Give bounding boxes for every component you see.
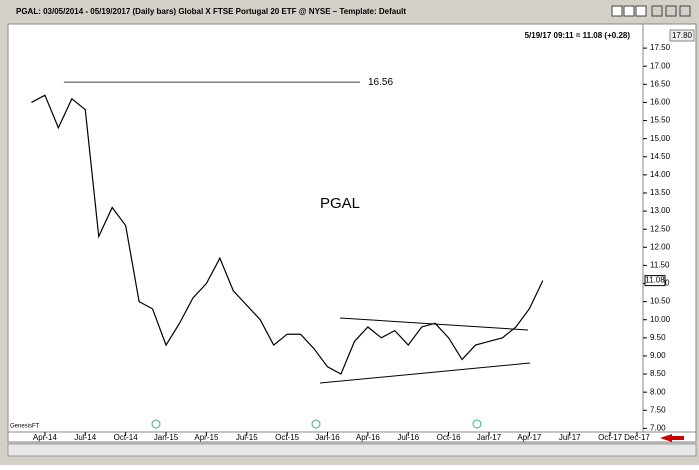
button[interactable]	[651, 5, 663, 17]
event-marker	[472, 419, 482, 429]
y-tick-label: 15.50	[650, 116, 671, 125]
x-tick-label: Apr-17	[517, 433, 542, 442]
y-tick-label: 17.50	[650, 43, 671, 52]
event-markers	[151, 419, 482, 429]
x-tick-label: Jan-17	[477, 433, 502, 442]
x-tick-label: Oct-17	[598, 433, 623, 442]
y-tick-label: 11.50	[650, 261, 670, 270]
y-tick-label: 12.50	[650, 224, 671, 233]
y-tick-label: 9.50	[650, 333, 666, 342]
watermark: GenesisFT	[10, 424, 40, 430]
x-tick-label: Oct-14	[114, 433, 139, 442]
button[interactable]	[623, 5, 635, 17]
y-tick-label: 10.00	[650, 315, 671, 324]
x-tick-label: Jul-15	[236, 433, 258, 442]
y-tick-label: 8.50	[650, 369, 666, 378]
y-tick-label: 10.50	[650, 297, 671, 306]
y-tick-label: 7.50	[650, 405, 666, 414]
x-tick-label: Apr-16	[356, 433, 381, 442]
button[interactable]	[679, 5, 691, 17]
plot-frame	[7, 23, 697, 443]
window-buttons[interactable]	[611, 5, 691, 17]
x-tick-label: Jul-17	[559, 433, 581, 442]
button[interactable]	[635, 5, 647, 17]
x-tick-label: Apr-15	[194, 433, 219, 442]
window-title: PGAL: 03/05/2014 - 05/19/2017 (Daily bar…	[16, 7, 406, 16]
last-box	[644, 275, 666, 287]
trendline	[319, 362, 531, 384]
y-tick-label: 15.00	[650, 134, 671, 143]
top-box	[669, 29, 695, 42]
x-tick-label: Oct-15	[275, 433, 300, 442]
top-label: 17.80	[672, 31, 693, 40]
x-tick-label: Oct-16	[437, 433, 462, 442]
y-tick-label: 9.00	[650, 351, 666, 360]
event-marker	[151, 419, 161, 429]
button[interactable]	[611, 5, 623, 17]
y-tick-label: 13.00	[650, 206, 671, 215]
title-bar	[0, 0, 699, 22]
price-line	[31, 94, 544, 375]
y-tick-label: 8.00	[650, 387, 666, 396]
y-tick-label: 7.00	[650, 423, 666, 432]
scroll-arrow[interactable]	[660, 434, 684, 442]
y-tick-label: 14.50	[650, 152, 671, 161]
y-tick-label: 16.00	[650, 98, 671, 107]
last-label: 11.08	[645, 276, 665, 285]
status-text: 5/19/17 09:11 = 11.08 (+0.28)	[525, 31, 631, 40]
y-tick-label: 17.00	[650, 61, 671, 70]
y-tick-label: 13.50	[650, 188, 671, 197]
x-tick-label: Jan-16	[315, 433, 340, 442]
x-tick-label: Jul-16	[397, 433, 419, 442]
x-tick-label: Dec-17	[624, 433, 650, 442]
y-tick-label: 14.00	[650, 170, 671, 179]
x-tick-label: Jul-14	[74, 433, 96, 442]
button[interactable]	[665, 5, 677, 17]
x-tick-label: Apr-14	[33, 433, 58, 442]
level-label: 16.56	[368, 77, 393, 88]
y-tick-label: 12.00	[650, 242, 671, 251]
event-marker	[311, 419, 321, 429]
scrollbar[interactable]	[7, 443, 697, 457]
symbol-label: PGAL	[320, 195, 360, 212]
x-tick-label: Jan-15	[154, 433, 179, 442]
y-tick-label: 16.50	[650, 79, 671, 88]
